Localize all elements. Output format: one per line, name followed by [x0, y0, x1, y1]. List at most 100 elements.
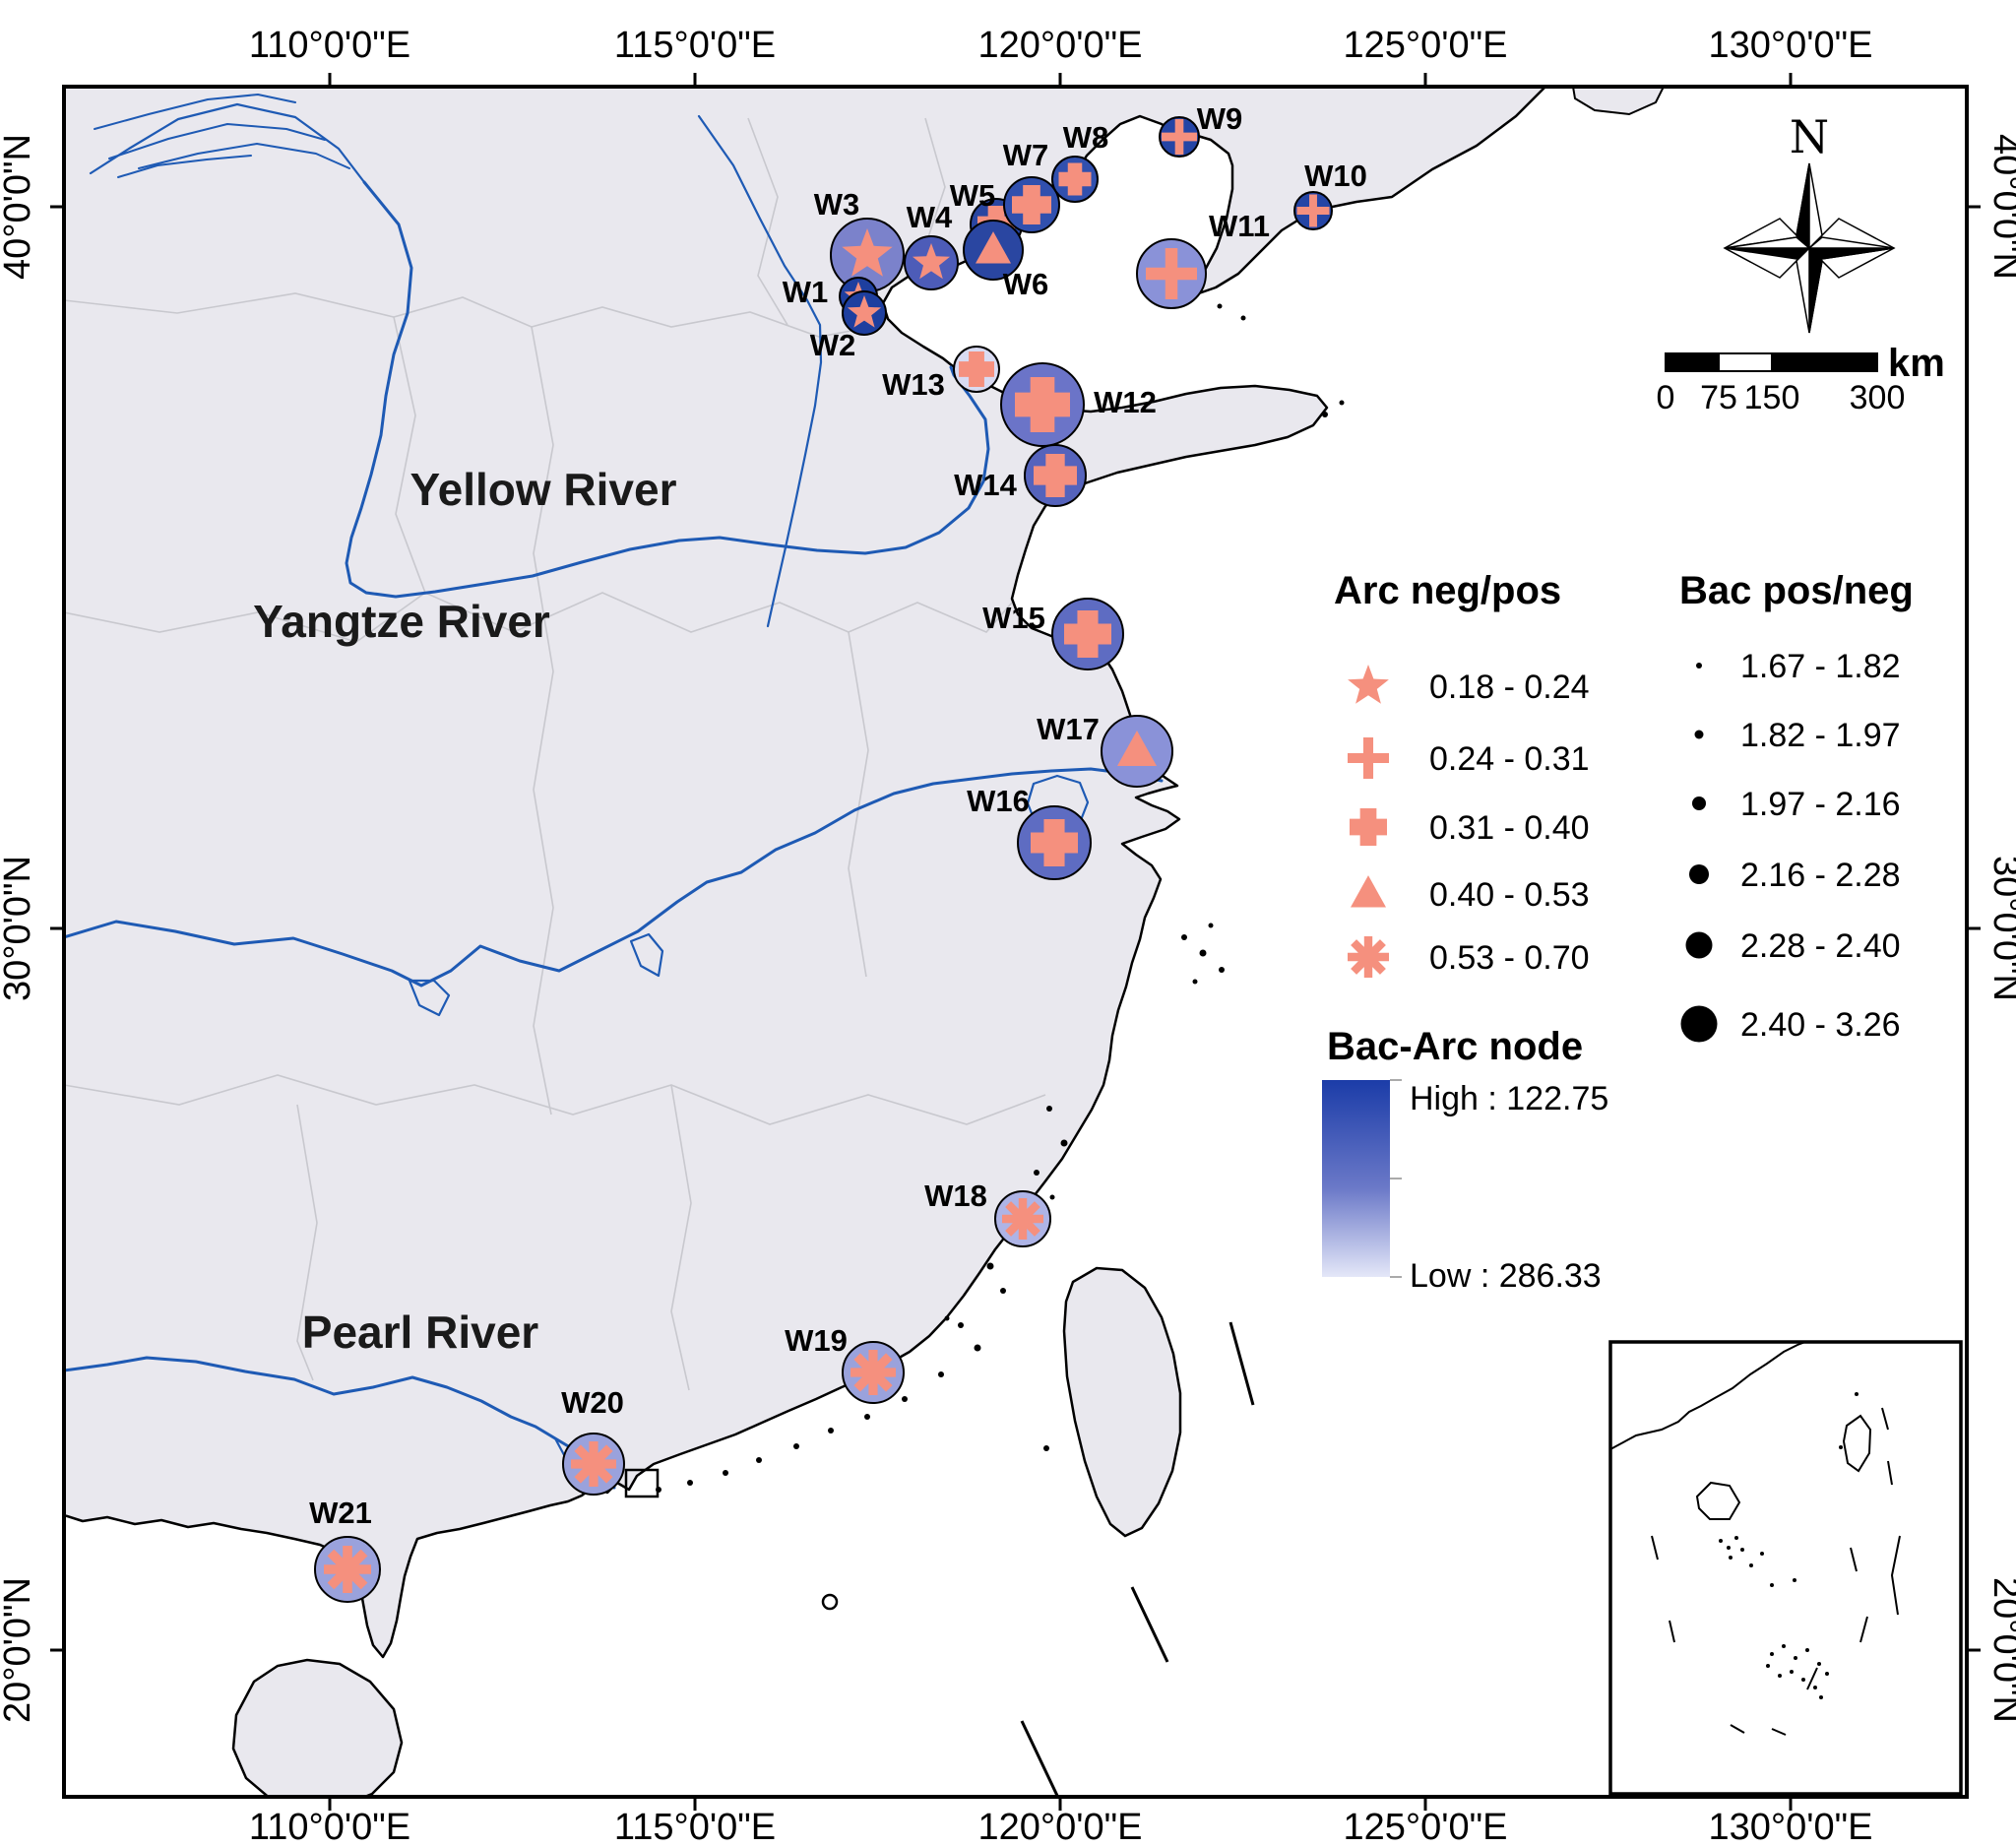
size-dot-icon — [1689, 864, 1709, 884]
yellow-river — [345, 180, 990, 599]
thick-cross-icon — [959, 351, 994, 387]
axis-label-bottom: 120°0'0"E — [978, 1807, 1143, 1848]
axis-label-top: 110°0'0"E — [249, 25, 410, 66]
river-label: Yellow River — [410, 464, 676, 515]
axis-label-top: 115°0'0"E — [614, 25, 776, 66]
legend-arc-item: 0.18 - 0.24 — [1348, 665, 1590, 706]
site-label-W17: W17 — [1037, 712, 1100, 746]
legend-bac-item: 2.40 - 3.26 — [1680, 1005, 1901, 1044]
legend-bac-item: 2.16 - 2.28 — [1689, 857, 1901, 894]
site-label-W8: W8 — [1063, 120, 1109, 155]
legend-arc-item: 0.24 - 0.31 — [1348, 737, 1590, 779]
cross-icon — [1162, 119, 1197, 155]
scale-number: 0 — [1657, 379, 1675, 416]
thick-cross-icon — [1064, 610, 1111, 658]
scale-bar: km 0 75 150 300 — [1657, 342, 1945, 416]
legend-bac-title: Bac pos/neg — [1679, 569, 1914, 612]
site-marker-W13[interactable] — [953, 346, 1000, 393]
axis-label-top: 130°0'0"E — [1709, 25, 1873, 66]
site-marker-W20[interactable] — [562, 1433, 625, 1496]
legend-bac-items: 1.67 - 1.82 1.82 - 1.97 1.97 - 2.16 2.16 - … — [1680, 648, 1901, 1044]
inset-china-coast — [1609, 1341, 1806, 1450]
site-label-W10: W10 — [1304, 159, 1367, 193]
sites-layer — [314, 116, 1333, 1603]
axis-label-left: 30°0'0"N — [0, 856, 38, 1001]
asterisk-icon — [850, 1350, 896, 1395]
axis-label-bottom: 130°0'0"E — [1709, 1807, 1873, 1848]
legend-bac-item: 1.67 - 1.82 — [1696, 648, 1901, 685]
legend-arc-item: 0.53 - 0.70 — [1348, 936, 1590, 978]
compass-north-letter: N — [1790, 110, 1829, 163]
size-dot-icon — [1685, 931, 1713, 959]
axis-label-top: 120°0'0"E — [978, 25, 1143, 66]
site-marker-W6[interactable] — [963, 220, 1024, 281]
legend-bac-range: 1.67 - 1.82 — [1740, 648, 1901, 685]
site-marker-W11[interactable] — [1136, 238, 1207, 309]
legend-arc-range: 0.53 - 0.70 — [1429, 939, 1590, 977]
site-marker-W2[interactable] — [842, 290, 887, 336]
site-marker-W16[interactable] — [1017, 805, 1092, 880]
site-label-W19: W19 — [785, 1323, 848, 1358]
site-marker-W19[interactable] — [842, 1341, 905, 1404]
site-label-W20: W20 — [561, 1385, 624, 1420]
axis-label-bottom: 115°0'0"E — [614, 1807, 776, 1848]
legend-bac-range: 1.97 - 2.16 — [1740, 786, 1901, 823]
site-marker-W21[interactable] — [314, 1536, 381, 1603]
site-label-W6: W6 — [1003, 267, 1049, 301]
axis-label-bottom: 110°0'0"E — [249, 1807, 410, 1848]
thick-cross-icon — [1015, 377, 1070, 432]
legend-node-low: Low : 286.33 — [1410, 1257, 1602, 1295]
scale-number: 300 — [1850, 379, 1906, 416]
size-dot-icon — [1694, 730, 1704, 739]
star-icon — [842, 228, 893, 277]
site-marker-W9[interactable] — [1159, 116, 1200, 158]
inset-taiwan — [1842, 1414, 1872, 1473]
site-label-W5: W5 — [950, 178, 996, 213]
site-marker-W10[interactable] — [1293, 191, 1333, 230]
scale-number: 150 — [1744, 379, 1800, 416]
site-marker-W15[interactable] — [1051, 598, 1124, 670]
rivers — [64, 94, 1164, 1490]
triangle-icon — [976, 231, 1011, 264]
axis-label-left: 20°0'0"N — [0, 1577, 38, 1723]
map-frame — [62, 85, 1969, 1799]
thick-cross-icon — [1058, 162, 1092, 196]
thick-cross-icon — [1350, 808, 1387, 846]
site-label-W3: W3 — [814, 187, 860, 222]
size-dot-icon — [1696, 663, 1702, 669]
triangle-icon — [1351, 875, 1386, 908]
thick-cross-icon — [1034, 454, 1077, 497]
axis-label-bottom: 125°0'0"E — [1344, 1807, 1508, 1848]
legend-node-high: High : 122.75 — [1410, 1080, 1608, 1117]
site-marker-W7[interactable] — [1003, 176, 1060, 233]
axis-label-right: 40°0'0"N — [1985, 134, 2016, 280]
legend-node-gradient — [1322, 1079, 1402, 1278]
site-label-W15: W15 — [982, 601, 1045, 635]
river-label: Yangtze River — [253, 596, 550, 647]
legend-node-title: Bac-Arc node — [1327, 1025, 1583, 1068]
river-label: Pearl River — [302, 1306, 538, 1358]
triangle-icon — [1117, 731, 1157, 766]
legend-arc-range: 0.18 - 0.24 — [1429, 669, 1590, 706]
site-marker-W12[interactable] — [1000, 362, 1085, 447]
axis-label-left: 40°0'0"N — [0, 134, 38, 280]
site-label-W7: W7 — [1003, 138, 1049, 172]
site-marker-W4[interactable] — [904, 235, 959, 290]
cross-icon — [1296, 194, 1330, 227]
legend-arc-range: 0.24 - 0.31 — [1429, 740, 1590, 778]
cross-icon — [1348, 737, 1389, 779]
site-label-W18: W18 — [924, 1179, 987, 1213]
inset-map — [1608, 1340, 1963, 1796]
coastal-islets — [656, 303, 1345, 1493]
site-marker-W18[interactable] — [994, 1190, 1051, 1247]
axis-layer: 110°0'0"E 115°0'0"E 120°0'0"E 125°0'0"E 130°… — [0, 25, 2016, 1848]
site-label-W11: W11 — [1209, 209, 1270, 243]
site-marker-W8[interactable] — [1051, 156, 1099, 203]
delta-extent-box — [624, 1468, 660, 1498]
cross-icon — [1146, 248, 1197, 299]
site-marker-W14[interactable] — [1024, 444, 1087, 507]
river-labels-layer: Yellow River Yangtze River Pearl River — [253, 464, 676, 1358]
site-marker-W17[interactable] — [1101, 715, 1173, 788]
